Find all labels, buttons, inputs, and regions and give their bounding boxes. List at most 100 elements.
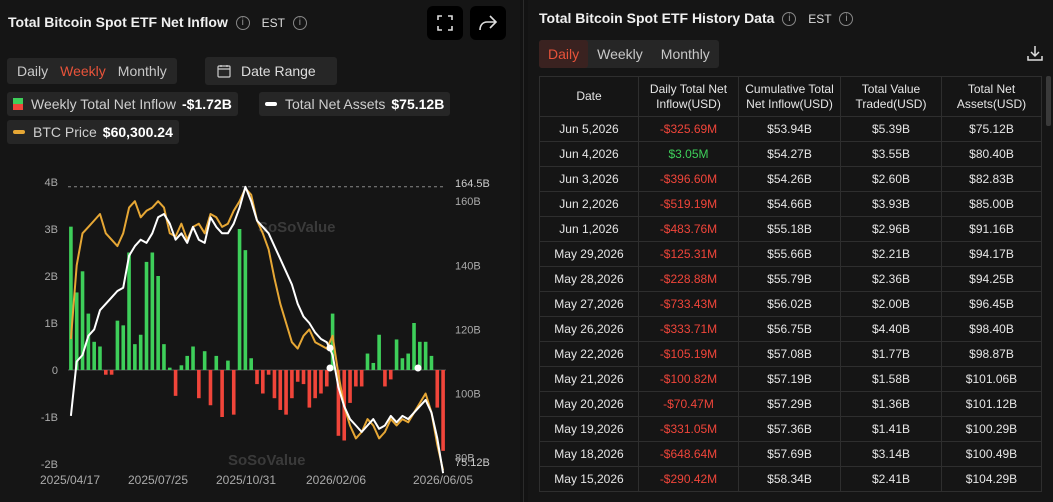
cell-value-traded: $5.39B	[840, 116, 942, 142]
table-row[interactable]: May 18,2026 -$648.64M $57.69B $3.14B $100.49…	[539, 441, 1042, 467]
table-row[interactable]: May 27,2026 -$733.43M $56.02B $2.00B $96.45B	[539, 291, 1042, 317]
table-row[interactable]: May 28,2026 -$228.88M $55.79B $2.36B $94.25B	[539, 266, 1042, 292]
col-cumulative-inflow[interactable]: Cumulative Total Net Inflow(USD)	[738, 76, 841, 117]
history-tab-weekly[interactable]: Weekly	[597, 46, 643, 62]
cell-value-traded: $1.58B	[840, 366, 942, 392]
cell-net-assets: $100.49B	[941, 441, 1042, 467]
history-info-icon[interactable]: i	[782, 12, 797, 27]
fullscreen-icon	[437, 15, 453, 31]
cell-daily-inflow: -$519.19M	[638, 191, 739, 217]
inflow-bar	[231, 370, 236, 415]
tab-daily[interactable]: Daily	[17, 63, 49, 79]
legend-assets-label: Total Net Assets	[285, 96, 386, 112]
cell-cumulative-inflow: $53.94B	[738, 116, 841, 142]
table-row[interactable]: Jun 3,2026 -$396.60M $54.26B $2.60B $82.83B	[539, 166, 1042, 192]
cell-cumulative-inflow: $55.18B	[738, 216, 841, 242]
inflow-bar	[319, 370, 323, 394]
inflow-bar	[103, 370, 108, 375]
cell-date: May 21,2026	[539, 366, 639, 392]
history-table: Date Daily Total Net Inflow(USD) Cumulat…	[539, 76, 1042, 492]
fullscreen-button[interactable]	[427, 6, 463, 40]
history-tab-monthly[interactable]: Monthly	[660, 46, 710, 62]
table-row[interactable]: Jun 5,2026 -$325.69M $53.94B $5.39B $75.12B	[539, 116, 1042, 142]
col-value-traded[interactable]: Total Value Traded(USD)	[840, 76, 942, 117]
table-scrollbar[interactable]	[1046, 76, 1051, 126]
inflow-bar	[348, 370, 352, 403]
date-range-button[interactable]: Date Range	[205, 57, 337, 85]
legend-btc-value: $60,300.24	[102, 124, 173, 140]
history-timezone-info-icon[interactable]: i	[839, 12, 854, 27]
table-row[interactable]: Jun 2,2026 -$519.19M $54.66B $3.93B $85.00B	[539, 191, 1042, 217]
tab-monthly[interactable]: Monthly	[117, 63, 167, 79]
info-icon[interactable]: i	[235, 16, 250, 31]
inflow-bar	[307, 370, 312, 408]
history-title-text: Total Bitcoin Spot ETF History Data	[539, 10, 775, 26]
legend-btc-label: BTC Price	[33, 124, 97, 140]
table-row[interactable]: May 26,2026 -$333.71M $56.75B $4.40B $98.40B	[539, 316, 1042, 342]
legend-btc-price[interactable]: BTC Price $60,300.24	[7, 120, 179, 144]
history-tab-daily[interactable]: Daily	[539, 40, 589, 68]
cell-value-traded: $4.40B	[840, 316, 942, 342]
table-row[interactable]: Jun 1,2026 -$483.76M $55.18B $2.96B $91.16B	[539, 216, 1042, 242]
cell-value-traded: $2.60B	[840, 166, 942, 192]
cell-date: May 29,2026	[539, 241, 639, 267]
cell-cumulative-inflow: $57.36B	[738, 416, 841, 442]
inflow-bar	[162, 344, 166, 370]
col-date[interactable]: Date	[539, 76, 639, 117]
cell-net-assets: $100.29B	[941, 416, 1042, 442]
cell-value-traded: $3.14B	[840, 441, 942, 467]
inflow-chart[interactable]: SoSoValue SoSoValue 4B 3B 2B 1B 0 -1B -2B 160B 140…	[0, 160, 520, 490]
cell-net-assets: $98.87B	[941, 341, 1042, 367]
cell-date: Jun 4,2026	[539, 141, 639, 167]
cell-net-assets: $75.12B	[941, 116, 1042, 142]
cell-cumulative-inflow: $57.29B	[738, 391, 841, 417]
table-row[interactable]: May 20,2026 -$70.47M $57.29B $1.36B $101.12B	[539, 391, 1042, 417]
inflow-bar	[185, 355, 190, 370]
table-row[interactable]: May 21,2026 -$100.82M $57.19B $1.58B $101.06…	[539, 366, 1042, 392]
inflow-panel-title: Total Bitcoin Spot ETF Net Inflow i EST …	[8, 14, 307, 31]
cell-daily-inflow: -$290.42M	[638, 466, 739, 492]
table-row[interactable]: Jun 4,2026 $3.05M $54.27B $3.55B $80.40B	[539, 141, 1042, 167]
inflow-bar	[98, 346, 102, 370]
col-net-assets[interactable]: Total Net Assets(USD)	[941, 76, 1042, 117]
cell-net-assets: $85.00B	[941, 191, 1042, 217]
cell-value-traded: $1.41B	[840, 416, 942, 442]
cell-net-assets: $91.16B	[941, 216, 1042, 242]
cell-daily-inflow: -$228.88M	[638, 266, 739, 292]
timezone-label: EST	[261, 16, 285, 30]
cell-daily-inflow: -$125.31M	[638, 241, 739, 267]
y-right-tick-label: 160B	[455, 196, 481, 208]
inflow-bar	[313, 370, 317, 399]
inflow-bar	[383, 370, 387, 387]
col-daily-inflow[interactable]: Daily Total Net Inflow(USD)	[638, 76, 739, 117]
table-row[interactable]: May 29,2026 -$125.31M $55.66B $2.21B $94.17B	[539, 241, 1042, 267]
table-row[interactable]: May 19,2026 -$331.05M $57.36B $1.41B $100.29…	[539, 416, 1042, 442]
table-row[interactable]: May 15,2026 -$290.42M $58.34B $2.41B $104.29…	[539, 466, 1042, 492]
inflow-bar	[441, 370, 445, 451]
legend-total-net-assets[interactable]: Total Net Assets $75.12B	[259, 92, 451, 116]
inflow-bar	[301, 370, 306, 385]
y-left-tick-label: 1B	[45, 318, 58, 330]
inflow-bar	[412, 323, 416, 370]
inflow-bar	[266, 370, 271, 375]
share-button[interactable]	[470, 6, 506, 40]
cell-date: Jun 2,2026	[539, 191, 639, 217]
legend-weekly-inflow[interactable]: Weekly Total Net Inflow -$1.72B	[7, 92, 238, 116]
line-legend-icon	[265, 102, 277, 106]
inflow-bar	[290, 370, 294, 399]
cell-value-traded: $2.96B	[840, 216, 942, 242]
legend-inflow-value: -$1.72B	[182, 96, 232, 112]
cell-cumulative-inflow: $54.26B	[738, 166, 841, 192]
inflow-bar	[423, 341, 428, 370]
tab-weekly[interactable]: Weekly	[60, 63, 106, 79]
download-button[interactable]	[1026, 44, 1044, 67]
inflow-bar	[133, 344, 137, 370]
table-row[interactable]: May 22,2026 -$105.19M $57.08B $1.77B $98.87B	[539, 341, 1042, 367]
inflow-title-text: Total Bitcoin Spot ETF Net Inflow	[8, 14, 228, 30]
timezone-info-icon[interactable]: i	[292, 16, 307, 31]
cell-cumulative-inflow: $57.08B	[738, 341, 841, 367]
inflow-bar	[406, 353, 411, 370]
inflow-bar	[435, 370, 440, 408]
cell-date: Jun 3,2026	[539, 166, 639, 192]
y-right-tick-label: 140B	[455, 260, 481, 272]
